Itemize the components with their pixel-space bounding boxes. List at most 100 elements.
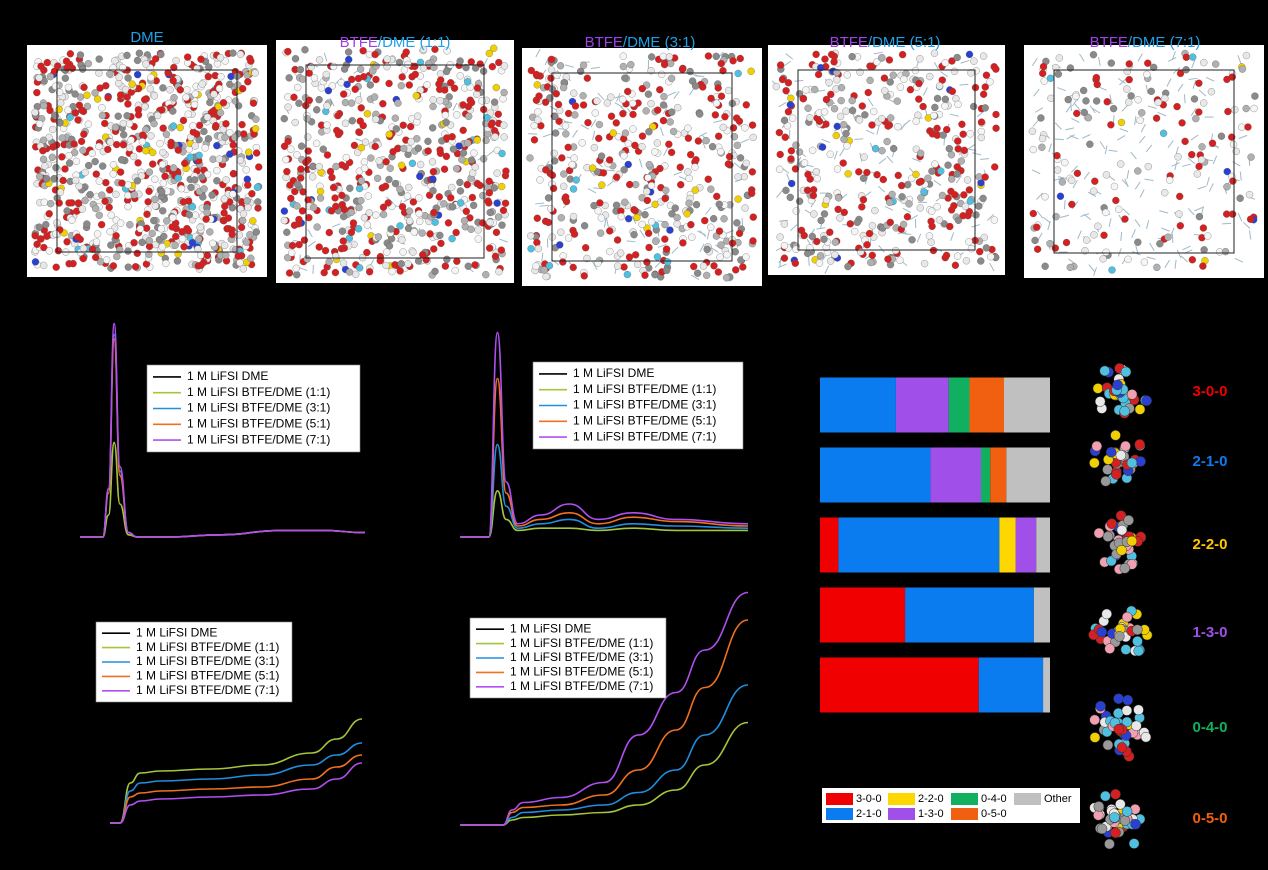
atom	[853, 218, 861, 227]
atom	[821, 55, 829, 63]
atom	[111, 123, 120, 132]
atom	[951, 261, 960, 269]
atom	[549, 184, 558, 193]
atom	[643, 258, 651, 266]
atom	[92, 170, 100, 178]
legend-label: 3-0-0	[856, 793, 882, 805]
atom	[40, 198, 48, 206]
solvent-stick	[778, 101, 787, 108]
atom	[960, 146, 968, 155]
atom	[162, 259, 170, 268]
atom	[430, 63, 438, 72]
atom	[1109, 812, 1120, 823]
atom	[811, 85, 819, 94]
atom	[953, 163, 961, 171]
atom	[1134, 96, 1142, 104]
atom	[226, 150, 234, 158]
atom	[372, 115, 380, 123]
atom	[75, 182, 83, 190]
solvent-stick	[603, 218, 607, 228]
atom	[822, 196, 831, 204]
solvent-stick	[1194, 206, 1203, 212]
solvent-stick	[1033, 88, 1040, 97]
solvent-stick	[654, 260, 662, 269]
atom	[986, 78, 994, 86]
atom	[663, 258, 672, 266]
atom	[868, 121, 876, 129]
atom	[37, 235, 45, 243]
atom	[780, 116, 789, 124]
atom	[61, 165, 69, 173]
atom	[1199, 224, 1208, 232]
atom	[141, 103, 149, 111]
atom	[286, 181, 294, 189]
atom	[1047, 94, 1055, 103]
atom	[979, 52, 988, 60]
atom	[321, 246, 330, 255]
atom	[288, 241, 297, 250]
atom	[51, 112, 60, 120]
solvent-stick	[590, 66, 600, 70]
solvent-stick	[307, 229, 313, 238]
atom	[1195, 162, 1203, 171]
atom	[951, 191, 959, 199]
atom	[190, 100, 199, 109]
atom	[595, 134, 603, 143]
atom	[687, 150, 695, 159]
atom	[638, 132, 647, 140]
legend-label: 1 M LiFSI BTFE/DME (1:1)	[510, 636, 653, 650]
atom	[734, 173, 742, 181]
atom	[198, 173, 206, 181]
atom	[167, 141, 175, 150]
atom	[253, 183, 262, 191]
atom	[116, 168, 125, 176]
atom	[357, 143, 366, 152]
atom	[931, 103, 939, 112]
atom	[455, 142, 463, 150]
bar-segment	[820, 587, 906, 643]
atom	[863, 241, 871, 249]
atom	[864, 88, 872, 97]
atom	[684, 168, 692, 176]
atom	[569, 263, 577, 272]
bar-segment	[990, 447, 1007, 503]
title-part: /DME (3:1)	[623, 34, 696, 51]
atom	[896, 256, 904, 264]
atom	[185, 211, 193, 219]
atom	[467, 98, 476, 107]
atom	[865, 229, 874, 238]
atom	[1122, 694, 1133, 706]
atom	[619, 110, 627, 118]
atom	[813, 237, 821, 246]
solvent-stick	[452, 102, 458, 111]
atom	[186, 153, 194, 161]
solvent-stick	[695, 75, 705, 77]
atom	[400, 66, 409, 74]
atom	[93, 230, 102, 238]
atom	[954, 137, 962, 145]
atom	[194, 245, 202, 253]
atom	[490, 44, 498, 52]
atom	[1116, 545, 1127, 556]
solvent-stick	[657, 243, 667, 248]
atom	[645, 128, 653, 136]
atom	[485, 189, 494, 197]
atom	[97, 221, 106, 229]
atom	[382, 158, 390, 166]
atom	[226, 129, 234, 137]
atom	[1115, 799, 1126, 810]
atom	[1031, 236, 1039, 245]
atom	[1188, 256, 1197, 264]
solvent-stick	[1157, 111, 1167, 117]
legend-label: 1 M LiFSI BTFE/DME (3:1)	[136, 654, 279, 668]
atom	[562, 130, 570, 138]
solvent-stick	[592, 130, 596, 140]
solvent-stick	[1057, 87, 1066, 92]
solvent-stick	[1180, 255, 1188, 263]
atom	[791, 165, 800, 173]
atom	[724, 86, 733, 95]
atom	[320, 269, 328, 277]
atom	[339, 259, 348, 267]
atom	[887, 114, 895, 122]
solvent-stick	[706, 230, 710, 240]
